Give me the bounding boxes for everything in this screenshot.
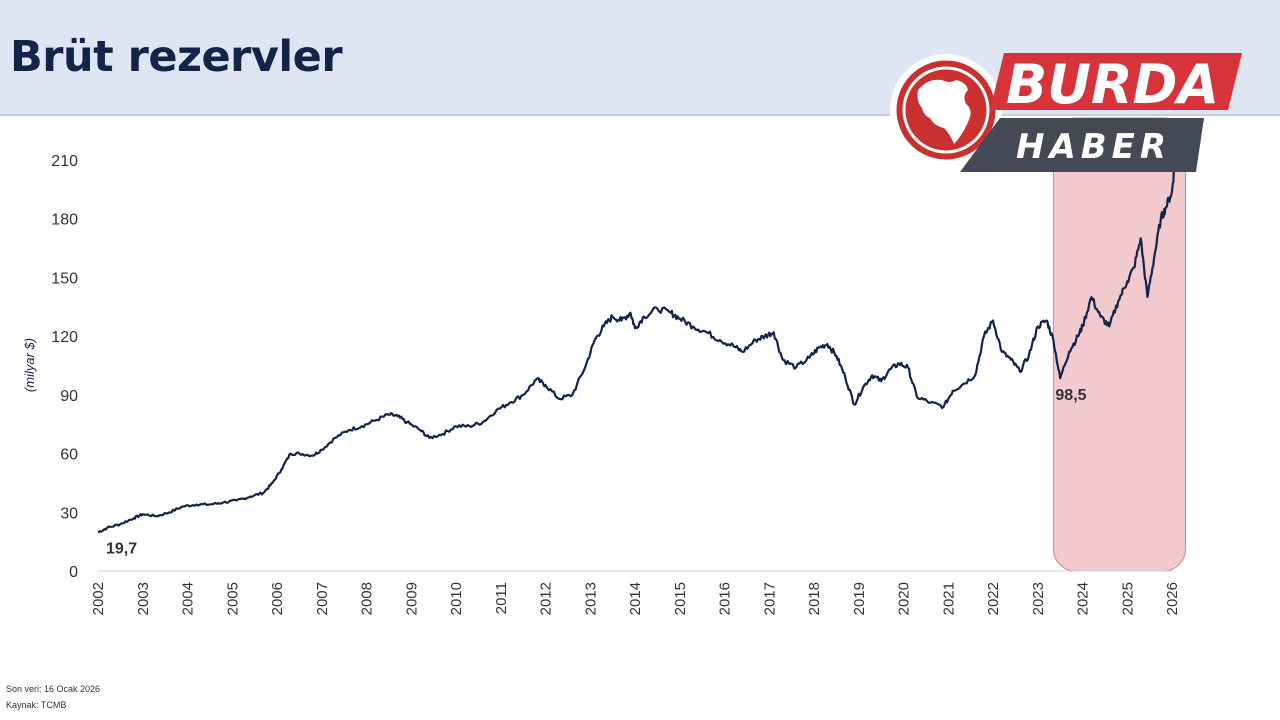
- x-tick-label: 2015: [672, 582, 689, 615]
- y-tick-label: 30: [60, 505, 78, 522]
- x-tick-label: 2023: [1030, 582, 1047, 615]
- data-label: 19,7: [106, 540, 137, 557]
- y-tick-label: 0: [69, 564, 78, 581]
- y-tick-label: 120: [51, 329, 78, 346]
- x-tick-label: 2012: [538, 582, 555, 615]
- y-tick-label: 90: [60, 388, 78, 405]
- x-tick-label: 2006: [269, 582, 286, 615]
- footer-last-data: Son veri: 16 Ocak 2026: [6, 684, 101, 694]
- series-line-0: [97, 169, 1176, 534]
- x-tick-label: 2016: [717, 582, 734, 615]
- x-tick-label: 2002: [90, 582, 107, 615]
- x-tick-label: 2005: [224, 582, 241, 615]
- x-tick-label: 2014: [627, 582, 644, 615]
- x-tick-label: 2018: [806, 582, 823, 615]
- x-tick-label: 2025: [1119, 582, 1136, 615]
- x-tick-label: 2024: [1075, 582, 1092, 615]
- x-tick-label: 2020: [896, 582, 913, 615]
- x-tick-label: 2017: [761, 582, 778, 615]
- y-tick-label: 150: [51, 270, 78, 287]
- x-tick-label: 2011: [493, 582, 510, 614]
- logo-top-band: [990, 53, 1242, 110]
- y-axis-label: (milyar $): [22, 338, 37, 392]
- y-tick-label: 210: [51, 153, 78, 170]
- x-tick-label: 2022: [985, 582, 1002, 615]
- logo-word-top: BURDA: [1006, 53, 1219, 116]
- data-label: 98,5: [1055, 387, 1086, 404]
- x-tick-label: 2007: [314, 582, 331, 615]
- y-tick-label: 60: [60, 447, 78, 464]
- logo-bottom-band: [960, 118, 1204, 172]
- x-tick-label: 2010: [448, 582, 465, 615]
- x-tick-label: 2008: [359, 582, 376, 615]
- x-tick-label: 2009: [403, 582, 420, 615]
- x-tick-label: 2013: [582, 582, 599, 615]
- x-tick-label: 2004: [180, 582, 197, 615]
- footer-source: Kaynak: TCMB: [6, 700, 67, 710]
- x-tick-label: 2026: [1164, 582, 1181, 615]
- burda-haber-logo: BURDA HABER: [890, 53, 1242, 172]
- logo-word-bottom: HABER: [1016, 127, 1171, 167]
- x-tick-label: 2019: [851, 582, 868, 615]
- x-tick-label: 2003: [135, 582, 152, 615]
- y-tick-label: 180: [51, 212, 78, 229]
- x-tick-label: 2021: [940, 582, 957, 615]
- page-title: Brüt rezervler: [10, 32, 343, 82]
- globe-icon: [890, 54, 1002, 166]
